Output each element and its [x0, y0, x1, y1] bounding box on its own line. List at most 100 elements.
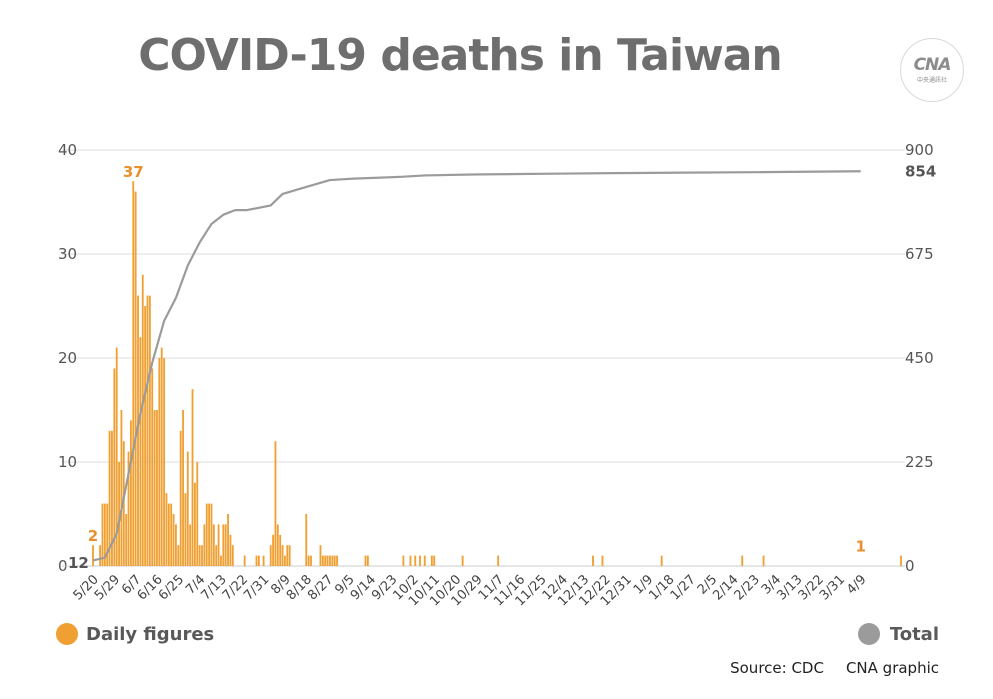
daily-bar [231, 545, 234, 566]
daily-bar [118, 462, 120, 566]
daily-bar [286, 545, 289, 566]
daily-bar [269, 545, 272, 566]
daily-bar [900, 555, 902, 566]
daily-bar [321, 555, 324, 566]
total-legend-swatch [857, 623, 880, 645]
daily-bar [120, 410, 123, 566]
daily-bar [167, 503, 170, 566]
source-text: Source: CDC [730, 659, 824, 677]
left-axis-tick: 30 [58, 245, 77, 263]
legend-daily-label: Daily figures [86, 623, 215, 645]
daily-bar [92, 545, 94, 566]
daily-bar [336, 555, 338, 566]
daily-bar [115, 347, 118, 566]
daily-bar [364, 555, 367, 566]
daily-bar [205, 503, 208, 566]
daily-bar [324, 555, 327, 566]
daily-bar [414, 555, 417, 566]
credit-text: CNA graphic [845, 659, 939, 677]
daily-bar [409, 555, 412, 566]
daily-bar [106, 503, 109, 566]
right-axis-tick: 0 [905, 557, 915, 575]
daily-bar [274, 441, 277, 566]
daily-bar [217, 524, 220, 566]
daily-bar [227, 514, 229, 566]
daily-bar [279, 534, 282, 566]
right-axis-tick: 225 [905, 453, 934, 471]
daily-bar [215, 545, 218, 566]
daily-bar [113, 368, 116, 566]
daily-bar [433, 555, 436, 566]
daily-bar [243, 555, 246, 566]
logo-subtitle: 中央通訊社 [916, 77, 947, 84]
daily-bar [127, 451, 130, 566]
left-axis-tick: 20 [58, 349, 77, 367]
x-axis-tick: 6/25 [156, 572, 187, 603]
daily-bar [329, 555, 331, 566]
daily-bar [419, 555, 421, 566]
daily-bar [257, 555, 260, 566]
daily-bar [423, 555, 426, 566]
daily-bar [153, 410, 156, 566]
daily-bar [201, 545, 203, 566]
daily-bar [402, 555, 405, 566]
daily-bar [210, 503, 213, 566]
daily-bar [156, 410, 158, 566]
daily-bar [184, 493, 187, 566]
total-line [92, 170, 861, 562]
daily-bar [103, 503, 106, 566]
daily-bar [139, 337, 142, 566]
daily-legend-swatch [56, 623, 78, 645]
daily-bar [212, 524, 215, 566]
daily-bar [601, 555, 604, 566]
chart-title: COVID-19 deaths in Taiwan [138, 30, 783, 81]
right-axis-tick: 450 [905, 349, 934, 367]
daily-bar [134, 191, 137, 566]
daily-bar [158, 358, 161, 566]
annotation-label: 1 [855, 538, 865, 556]
daily-bar [101, 503, 104, 566]
daily-bar [151, 368, 154, 566]
daily-bar [172, 514, 175, 566]
daily-bar [129, 420, 132, 566]
right-axis-tick: 675 [905, 245, 934, 263]
right-axis-tick: 900 [905, 141, 934, 159]
daily-bar [191, 389, 194, 566]
daily-bar [272, 534, 275, 566]
daily-bar [229, 534, 232, 566]
daily-bar [592, 555, 594, 566]
daily-bar [333, 555, 336, 566]
daily-bar [497, 555, 500, 566]
daily-bar [122, 441, 125, 566]
legend-total: Total [857, 622, 939, 646]
annotation-label: 12 [68, 554, 89, 572]
daily-bar [179, 430, 182, 566]
daily-bar [331, 555, 334, 566]
daily-bar [310, 555, 312, 566]
x-axis-tick: 1/27 [668, 572, 699, 603]
daily-bar [146, 295, 149, 566]
daily-bar [276, 524, 279, 566]
cna-logo: CNA 中央通訊社 [900, 38, 964, 102]
daily-bar [163, 358, 166, 566]
x-axis-tick: 7/31 [241, 572, 272, 603]
legend-daily: Daily figures [56, 622, 214, 646]
daily-bar [307, 555, 310, 566]
daily-bar [762, 555, 765, 566]
annotation-label: 37 [123, 163, 144, 181]
daily-bar [108, 430, 111, 566]
annotation-label: 854 [905, 162, 936, 180]
daily-bar [99, 545, 102, 566]
x-axis-tick: 8/27 [305, 572, 336, 603]
daily-bar [198, 545, 201, 566]
annotation-label: 2 [88, 527, 98, 545]
daily-bar [182, 410, 184, 566]
daily-bar [148, 295, 151, 566]
daily-bar [170, 503, 173, 566]
daily-bar [741, 555, 744, 566]
daily-bar [175, 524, 177, 566]
daily-bar [326, 555, 329, 566]
daily-bar [208, 503, 211, 566]
daily-bar [222, 524, 225, 566]
